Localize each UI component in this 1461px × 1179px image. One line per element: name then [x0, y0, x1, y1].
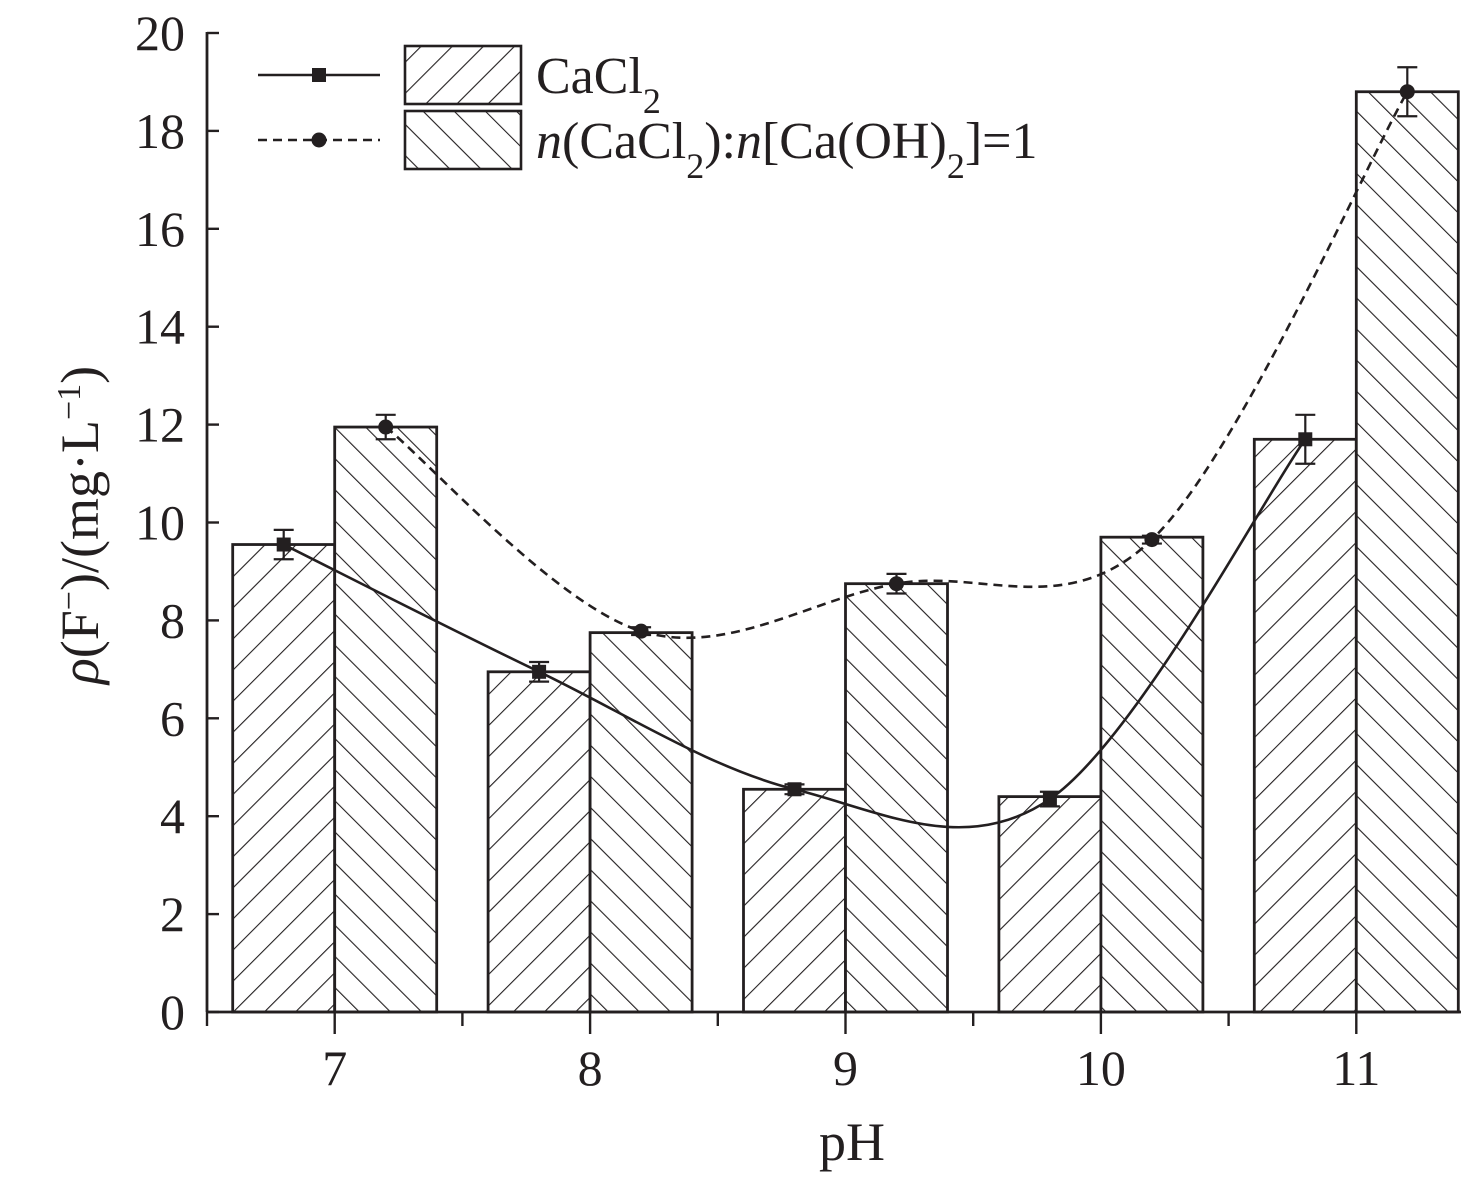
point-marker-square — [787, 782, 802, 797]
y-tick-label-12: 12 — [135, 397, 185, 453]
legend-swatch — [403, 44, 523, 106]
x-tick-label-11: 11 — [1332, 1040, 1380, 1096]
bars-layer — [231, 90, 1460, 1014]
legend-label: CaCl2 — [536, 48, 661, 121]
y-axis-title: ρ(F−)/(mg·L−1) — [50, 366, 110, 686]
x-tick-label-7: 7 — [322, 1040, 347, 1096]
y-tick-label-20: 20 — [135, 5, 185, 61]
x-tick-label-9: 9 — [833, 1040, 858, 1096]
legend-label: n(CaCl2):n[Ca(OH)2]=1 — [536, 113, 1037, 186]
axes-layer: 0 2 4 6 8 10 12 14 16 18 20 7 8 9 10 11 pH ρ(F−)/(mg·L−1) — [50, 5, 1461, 1172]
y-tick-label-4: 4 — [160, 788, 185, 844]
point-marker-circle — [1144, 532, 1160, 548]
point-marker-square — [276, 537, 291, 552]
bar-mixture-10 — [1099, 535, 1205, 1014]
legend-marker-circle — [311, 132, 327, 148]
y-tick-label-0: 0 — [160, 984, 185, 1040]
bar-mixture-7 — [333, 425, 439, 1014]
x-axis-title: pH — [819, 1112, 885, 1172]
bar-cacl2-9 — [742, 787, 847, 1014]
bar-mixture-8 — [588, 631, 694, 1014]
series-line-cacl2 — [283, 438, 1307, 829]
y-tick-label-16: 16 — [135, 201, 185, 257]
x-tick-label-10: 10 — [1076, 1040, 1126, 1096]
bar-cacl2-8 — [486, 670, 592, 1014]
legend-marker-square — [312, 68, 326, 82]
y-tick-label-18: 18 — [135, 103, 185, 159]
point-marker-square — [532, 664, 547, 679]
y-tick-label-8: 8 — [160, 592, 185, 648]
series-line-mixture — [384, 91, 1409, 640]
legend-swatch — [403, 109, 523, 171]
point-marker-circle — [1399, 84, 1415, 100]
bar-cacl2-10 — [997, 795, 1103, 1014]
point-marker-square — [1298, 432, 1313, 447]
point-marker-square — [1042, 792, 1057, 807]
x-tick-label-8: 8 — [578, 1040, 603, 1096]
y-tick-label-14: 14 — [135, 299, 185, 355]
bar-mixture-11 — [1354, 90, 1460, 1014]
y-tick-label-6: 6 — [160, 690, 185, 746]
point-marker-circle — [633, 623, 649, 639]
point-marker-circle — [378, 419, 394, 435]
point-marker-circle — [889, 576, 904, 592]
bar-cacl2-7 — [231, 543, 337, 1014]
bar-cacl2-11 — [1252, 437, 1358, 1014]
y-tick-label-2: 2 — [160, 886, 185, 942]
bar-mixture-9 — [844, 582, 949, 1014]
y-tick-label-10: 10 — [135, 495, 185, 551]
lines-layer — [273, 66, 1418, 829]
